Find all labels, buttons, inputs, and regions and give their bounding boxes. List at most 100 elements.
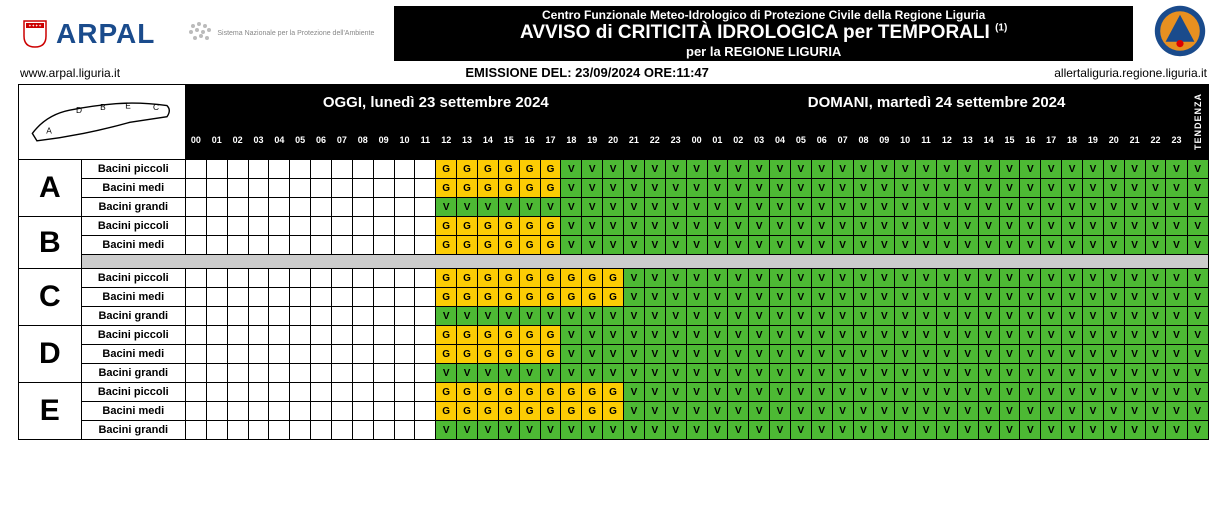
value-cell: G [498,288,519,307]
value-cell: G [561,383,582,402]
basin-name-cell: Bacini medi [81,345,185,364]
value-cell [311,326,332,345]
value-cell: V [728,217,749,236]
value-cell [227,383,248,402]
tendenza-value-cell: V [1187,217,1208,236]
value-cell: V [644,307,665,326]
value-cell: V [1020,236,1041,255]
value-cell: V [832,307,853,326]
value-cell: V [436,364,457,383]
value-cell [227,402,248,421]
value-cell [206,383,227,402]
value-cell: V [895,326,916,345]
value-cell: V [644,326,665,345]
value-cell: V [811,198,832,217]
value-cell: V [457,421,478,440]
value-cell [331,364,352,383]
value-cell: G [540,236,561,255]
value-cell [269,364,290,383]
hour-cell: 01 [707,121,728,160]
value-cell [290,364,311,383]
value-cell: V [728,326,749,345]
value-cell: V [770,402,791,421]
value-cell: V [1124,326,1145,345]
value-cell: V [895,307,916,326]
protezione-civile-icon [1153,4,1207,58]
value-cell [415,160,436,179]
value-cell: V [624,198,645,217]
tendenza-value-cell: V [1187,383,1208,402]
value-cell: G [603,402,624,421]
value-cell: V [749,421,770,440]
value-cell: V [644,236,665,255]
value-cell: V [644,217,665,236]
value-cell: V [1166,383,1187,402]
value-cell [290,160,311,179]
value-cell: V [1062,402,1083,421]
value-cell: V [916,421,937,440]
value-cell: G [477,345,498,364]
value-cell: G [519,345,540,364]
value-cell: V [936,345,957,364]
value-cell [331,326,352,345]
value-cell: V [644,345,665,364]
value-cell: V [749,402,770,421]
value-cell [206,326,227,345]
value-cell: V [477,198,498,217]
value-cell: V [686,307,707,326]
value-cell: V [665,345,686,364]
value-cell: V [1103,421,1124,440]
value-cell: V [832,179,853,198]
value-cell [394,236,415,255]
value-cell: V [978,217,999,236]
value-cell [352,198,373,217]
value-cell: V [1124,160,1145,179]
value-cell [248,307,269,326]
value-cell: V [1041,307,1062,326]
value-cell [290,269,311,288]
value-cell: V [895,288,916,307]
value-cell: G [436,402,457,421]
value-cell: V [1145,307,1166,326]
value-cell: G [498,179,519,198]
value-cell: V [770,217,791,236]
value-cell: V [957,421,978,440]
value-cell: V [749,326,770,345]
sistema-icon [185,20,213,48]
value-cell: V [1145,160,1166,179]
value-cell: V [978,326,999,345]
value-cell [415,383,436,402]
value-cell: G [561,402,582,421]
value-cell: V [916,402,937,421]
value-cell: V [707,364,728,383]
value-cell: V [728,179,749,198]
value-cell [415,345,436,364]
value-cell: V [1145,288,1166,307]
value-cell: V [624,236,645,255]
value-cell: V [790,160,811,179]
tendenza-value-cell: V [1187,326,1208,345]
value-cell: V [644,364,665,383]
basin-row: BBacini piccoliGGGGGGVVVVVVVVVVVVVVVVVVV… [19,217,1209,236]
value-cell: V [978,269,999,288]
value-cell [248,383,269,402]
value-cell: V [978,198,999,217]
basin-name-cell: Bacini piccoli [81,160,185,179]
value-cell: V [561,217,582,236]
hour-cell: 06 [311,121,332,160]
criticality-table: A D B E C OGGI, lunedì 23 settembre 2024… [18,84,1209,440]
value-cell [185,236,206,255]
value-cell: V [644,421,665,440]
value-cell: V [1124,269,1145,288]
value-cell: V [1166,326,1187,345]
value-cell: V [498,421,519,440]
value-cell [352,307,373,326]
value-cell: V [1062,307,1083,326]
value-cell: V [749,217,770,236]
value-cell: V [519,198,540,217]
value-cell: V [561,345,582,364]
value-cell: V [1082,179,1103,198]
value-cell: G [436,288,457,307]
value-cell: V [853,217,874,236]
tendenza-value-cell: V [1187,269,1208,288]
